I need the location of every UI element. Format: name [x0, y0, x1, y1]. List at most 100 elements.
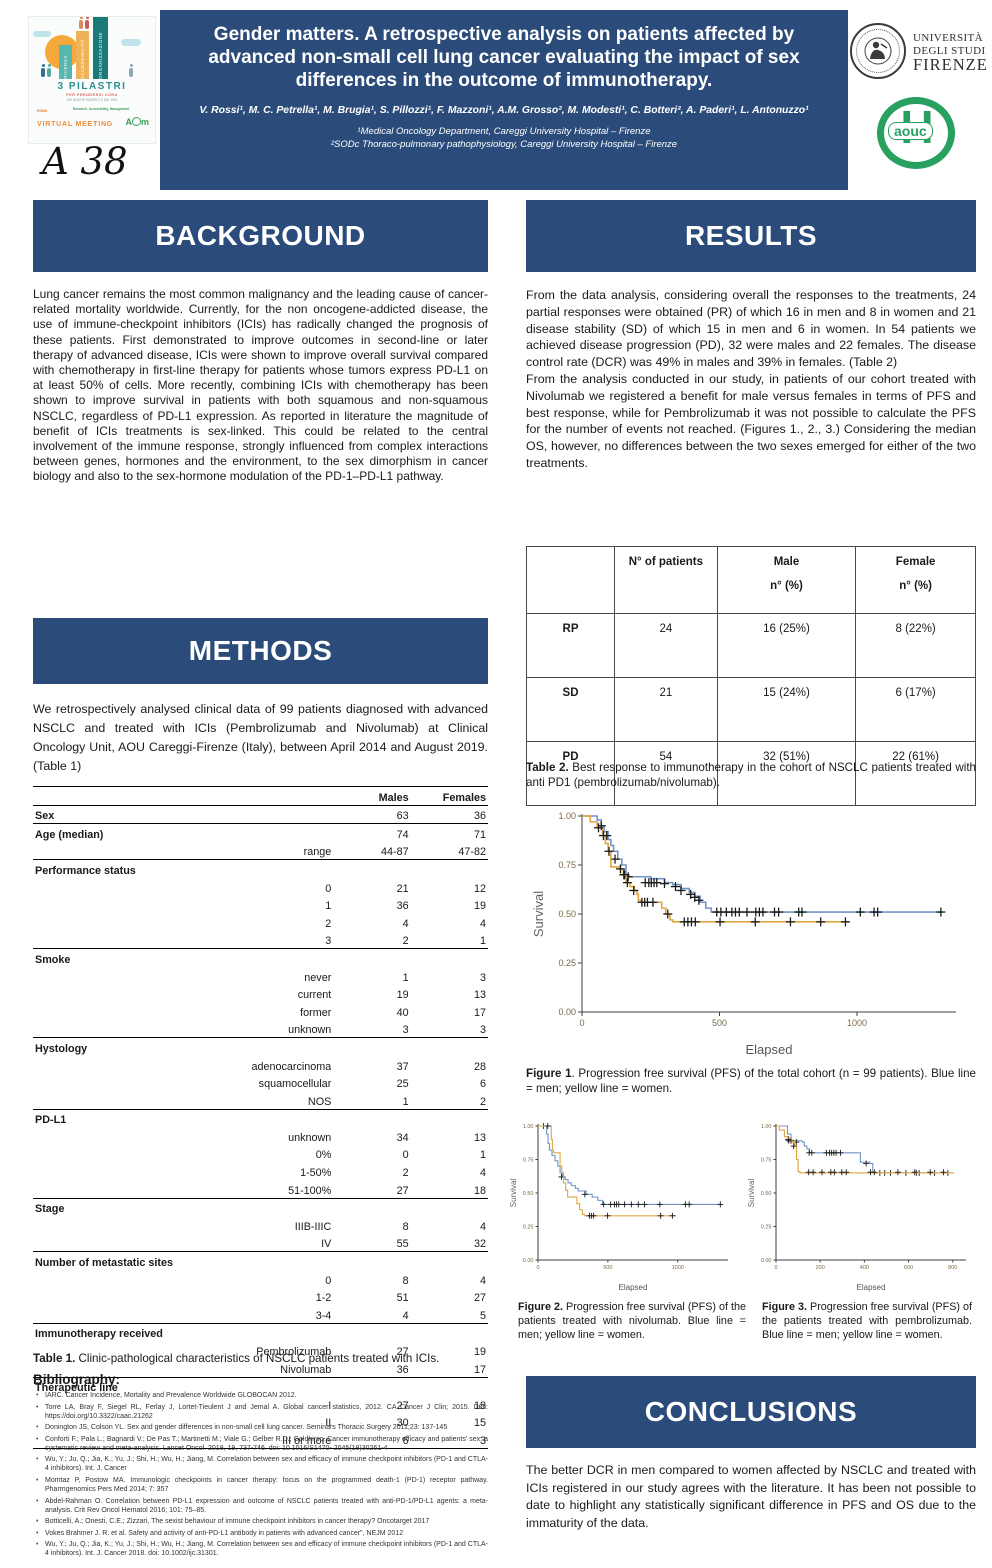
- svg-text:0.00: 0.00: [558, 1007, 576, 1017]
- bibliography-item: Conforti F.; Pala L.; Bagnardi V.; De Pa…: [36, 1435, 488, 1453]
- event-title: 3 PILASTRI: [57, 81, 127, 92]
- conclusions-text: The better DCR in men compared to women …: [526, 1463, 976, 1530]
- table-row: adenocarcinoma 37 28: [251, 1060, 486, 1073]
- svg-text:1000: 1000: [847, 1018, 867, 1028]
- table1-header-females: Females: [410, 786, 488, 806]
- figure2-caption: Figure 2. Progression free survival (PFS…: [518, 1301, 747, 1341]
- svg-text:Survival: Survival: [531, 891, 546, 937]
- bibliography-item: Torre LA, Bray F, Siegel RL, Ferlay J, L…: [36, 1403, 488, 1421]
- event-subtitle2: DEI NOSTRI PAZIENTI E DEL SSN: [66, 98, 118, 102]
- unifi-seal-figure: [864, 37, 892, 65]
- table-row: Sex 63 36: [33, 805, 488, 825]
- figure1-km-chart: 0.00 0.25 0.50 0.75 1.00 0 500 1000 Elapsed Survi…: [530, 806, 970, 1058]
- svg-text:0.25: 0.25: [761, 1224, 772, 1230]
- conclusions-section-header: CONCLUSIONS: [526, 1376, 976, 1448]
- table-row: Pembrolizumab 27 19: [256, 1346, 486, 1358]
- person-icon: [41, 64, 45, 77]
- table-row: Performance status: [35, 864, 136, 877]
- table-row: IIIB-IIIC 8 4: [294, 1220, 486, 1233]
- table-row: PD 54 32 (51%) 22 (61%): [525, 741, 976, 806]
- table-row: 1-50% 2 4: [300, 1167, 486, 1180]
- table-row: Number of metastatic sites: [35, 1257, 174, 1270]
- aouc-ellipse-icon: [877, 97, 955, 169]
- svg-text:Survival: Survival: [747, 1179, 756, 1208]
- table-row: 51-100% 27 18: [33, 1180, 488, 1199]
- svg-text:600: 600: [904, 1265, 913, 1271]
- km-series-women: [776, 1125, 954, 1174]
- table-row: squamocellular 25 6: [258, 1078, 486, 1091]
- table-row: NOS 1 2: [33, 1091, 488, 1110]
- svg-text:1.00: 1.00: [523, 1124, 534, 1130]
- table-row: former 40 17: [300, 1006, 486, 1019]
- svg-text:0.50: 0.50: [761, 1191, 772, 1197]
- svg-text:1.00: 1.00: [558, 811, 576, 821]
- results-paragraph-2: From the analysis conducted in our study…: [526, 371, 976, 470]
- bibliography-item: IARC. Cancer Incidence, Mortality and Pr…: [36, 1391, 488, 1400]
- bibliography-item: Donington JS, Colson YL. Sex and gender …: [36, 1423, 488, 1432]
- table-row: IV 55 32: [33, 1233, 488, 1253]
- svg-text:500: 500: [603, 1265, 612, 1271]
- table2-header-npatients: N° of patients: [614, 546, 718, 614]
- table1-caption: Table 1. Clinic-pathological characteris…: [33, 1352, 440, 1365]
- svg-text:0.75: 0.75: [558, 860, 576, 870]
- methods-text: We retrospectively analysed clinical dat…: [33, 702, 488, 773]
- svg-text:0: 0: [536, 1265, 539, 1271]
- table-row: Hystology: [35, 1042, 88, 1055]
- svg-text:1000: 1000: [672, 1265, 684, 1271]
- svg-text:1.00: 1.00: [761, 1124, 772, 1130]
- bibliography-item: Abdel-Rahman O. Correlation between PD-L…: [36, 1497, 488, 1515]
- figure2-km-chart: 0.00 0.25 0.50 0.75 1.00 0 500 1000 Elapsed Survi…: [508, 1118, 736, 1294]
- km-plot-svg: 0.00 0.25 0.50 0.75 1.00 0 500 1000 Elapsed Survi…: [509, 1123, 728, 1292]
- poster-code: A 38: [42, 140, 128, 183]
- table2-caption: Table 2. Best response to immunotherapy …: [526, 761, 976, 789]
- svg-text:0.75: 0.75: [761, 1157, 772, 1163]
- bibliography: Bibliography: IARC. Cancer Incidence, Mo…: [33, 1372, 488, 1561]
- table-row: never 1 3: [304, 971, 486, 984]
- km-plot-svg: 0.00 0.25 0.50 0.75 1.00 0 500 1000 Elapsed Survi…: [531, 811, 956, 1057]
- table-row: Stage: [35, 1203, 65, 1216]
- bibliography-item: Momtaz P, Postow MA. Immunologic checkpo…: [36, 1476, 488, 1494]
- table1-patient-characteristics: Males Females Sex 63 36 Age (median) 74 71 ran…: [33, 786, 488, 1449]
- person-icon: [47, 64, 51, 77]
- event-research-line: Research, Accessibility, Management: [72, 107, 130, 111]
- results-section-header: RESULTS: [526, 200, 976, 272]
- table-row: current 19 13: [297, 989, 486, 1002]
- svg-text:0: 0: [579, 1018, 584, 1028]
- km-series-men: [538, 1125, 722, 1205]
- svg-text:0.75: 0.75: [523, 1157, 534, 1163]
- table2-header-blank: [525, 546, 616, 614]
- poster-title: Gender matters. A retrospective analysis…: [208, 24, 800, 91]
- table-row: 0% 0 1: [315, 1149, 486, 1162]
- table-row: Immunotherapy received: [35, 1328, 163, 1341]
- person-icon: [79, 17, 83, 29]
- affiliations: ¹Medical Oncology Department, Careggi Un…: [186, 125, 822, 151]
- background-section-header: BACKGROUND: [33, 200, 488, 272]
- pillar-bar-accessibilita: ACCESSIBILITÀ: [76, 31, 89, 79]
- svg-text:0.25: 0.25: [523, 1224, 534, 1230]
- svg-text:0.50: 0.50: [558, 909, 576, 919]
- authors-line: V. Rossi¹, M. C. Petrella¹, M. Brugia¹, …: [199, 105, 809, 116]
- svg-text:0.25: 0.25: [558, 958, 576, 968]
- svg-text:800: 800: [948, 1265, 957, 1271]
- svg-text:0.00: 0.00: [761, 1258, 772, 1264]
- table-row: SD 21 15 (24%) 6 (17%): [525, 677, 976, 742]
- table2-best-response: N° of patients Male n° (%) Female n° (%) R…: [525, 546, 976, 806]
- svg-text:400: 400: [860, 1265, 869, 1271]
- figure3-km-chart: 0.00 0.25 0.50 0.75 1.00 0 200 400 600 800 Elapsed…: [746, 1118, 974, 1294]
- person-icon: [129, 64, 133, 77]
- bibliography-heading: Bibliography:: [33, 1372, 120, 1387]
- svg-text:Elapsed: Elapsed: [746, 1042, 793, 1057]
- bibliography-item: Wu, Y.; Ju, Q.; Jia, K.; Yu, J.; Shi, H.…: [36, 1455, 488, 1473]
- unifi-line2: DEGLI STUDI: [913, 44, 986, 57]
- table-row: unknown 34 13: [288, 1131, 486, 1144]
- cloud-icon: [33, 31, 51, 37]
- aouc-label: aouc: [888, 122, 933, 140]
- event-meeting-type: VIRTUAL MEETING: [37, 121, 114, 128]
- figure1-caption: Figure 1. Progression free survival (PFS…: [526, 1067, 976, 1095]
- table-row: 1-2 51 27: [315, 1292, 486, 1305]
